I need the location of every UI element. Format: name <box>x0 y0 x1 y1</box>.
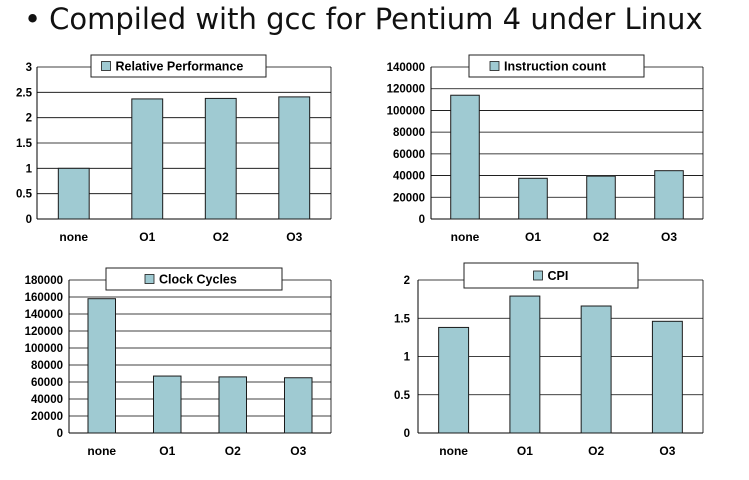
y-tick-label: 2 <box>26 113 32 125</box>
bar-o2 <box>204 97 237 220</box>
chart-1: 0 0.5 1 1.5 2 2.5 3 none O1 O2 O3 Relative Performa… <box>16 54 332 244</box>
y-tick-label: 120000 <box>25 326 63 338</box>
y-tick-label: 2.5 <box>16 87 33 99</box>
bar-none <box>450 94 480 220</box>
title-text: Compiled with gcc for Pentium 4 under Li… <box>49 2 703 36</box>
x-tick-label: O2 <box>593 230 609 244</box>
y-tick-label: 1.5 <box>394 313 411 325</box>
title-bullet: • <box>24 2 42 36</box>
bar-o1 <box>518 177 548 220</box>
legend-swatch <box>144 274 155 284</box>
y-tick-label: 80000 <box>393 127 425 139</box>
y-tick-label: 0 <box>26 214 32 226</box>
legend-swatch <box>101 61 111 71</box>
legend-box <box>463 262 639 289</box>
x-tick-label: O2 <box>588 444 604 458</box>
x-tick-label: O3 <box>290 444 306 458</box>
bar-o3 <box>278 96 311 220</box>
bar-o1 <box>131 98 164 220</box>
x-tick-label: none <box>59 230 88 244</box>
chart-3: 0 20000 40000 60000 80000 100000 120000 140000 1… <box>25 267 332 458</box>
y-tick-label: 40000 <box>31 394 63 406</box>
legend-label: Relative Performance <box>116 60 244 74</box>
y-tick-label: 1.5 <box>16 138 33 150</box>
y-tick-label: 120000 <box>387 84 425 96</box>
x-tick-label: O2 <box>225 444 241 458</box>
y-tick-label: 60000 <box>31 377 63 389</box>
y-tick-label: 2 <box>404 275 410 287</box>
bar-o3 <box>654 170 684 220</box>
x-tick-label: O1 <box>159 444 175 458</box>
legend-label: CPI <box>548 269 569 283</box>
slide-title: • Compiled with gcc for Pentium 4 under L… <box>24 2 703 36</box>
chart-4: 0 0.5 1 1.5 2 none O1 O2 O3 CPI <box>394 262 704 458</box>
bar-o3 <box>651 320 683 434</box>
legend-label: Clock Cycles <box>159 273 237 287</box>
y-tick-label: 160000 <box>25 292 63 304</box>
bar-none <box>438 326 470 434</box>
y-tick-label: 100000 <box>25 343 63 355</box>
x-tick-label: O3 <box>286 230 302 244</box>
y-tick-label: 0 <box>419 214 425 226</box>
y-tick-label: 20000 <box>393 192 425 204</box>
bar-none <box>57 167 90 220</box>
bar-none <box>87 298 117 434</box>
x-tick-label: O3 <box>659 444 675 458</box>
y-tick-label: 140000 <box>387 62 425 74</box>
x-tick-label: none <box>451 230 480 244</box>
y-tick-label: 20000 <box>31 411 63 423</box>
y-tick-label: 40000 <box>393 171 425 183</box>
legend-box <box>105 267 283 291</box>
y-tick-label: 3 <box>26 62 32 74</box>
bar-o2 <box>586 175 616 220</box>
x-tick-label: none <box>87 444 116 458</box>
x-tick-label: O3 <box>661 230 677 244</box>
y-tick-label: 180000 <box>25 275 63 287</box>
y-tick-label: 80000 <box>31 360 63 372</box>
legend-label: Instruction count <box>504 60 607 74</box>
y-tick-label: 1 <box>404 352 411 364</box>
bar-o1 <box>152 375 182 434</box>
bar-o2 <box>580 305 612 434</box>
x-tick-label: O1 <box>525 230 541 244</box>
bar-o2 <box>218 376 248 434</box>
bar-o3 <box>283 377 313 434</box>
chart-2: 0 20000 40000 60000 80000 100000 120000 140000 n… <box>387 54 704 244</box>
legend-swatch <box>533 270 543 281</box>
y-tick-label: 0 <box>57 428 63 440</box>
y-tick-label: 100000 <box>387 105 425 117</box>
x-tick-label: O1 <box>517 444 533 458</box>
y-tick-label: 0.5 <box>16 189 33 201</box>
legend-box <box>468 54 645 78</box>
bar-o1 <box>509 295 541 434</box>
legend-box <box>90 54 267 78</box>
x-tick-label: O2 <box>213 230 229 244</box>
y-tick-label: 0 <box>404 428 410 440</box>
y-tick-label: 1 <box>26 163 33 175</box>
legend-swatch <box>489 61 500 71</box>
y-tick-label: 140000 <box>25 309 63 321</box>
x-tick-label: none <box>439 444 468 458</box>
x-tick-label: O1 <box>139 230 155 244</box>
y-tick-label: 60000 <box>393 149 425 161</box>
y-tick-label: 0.5 <box>394 390 411 402</box>
